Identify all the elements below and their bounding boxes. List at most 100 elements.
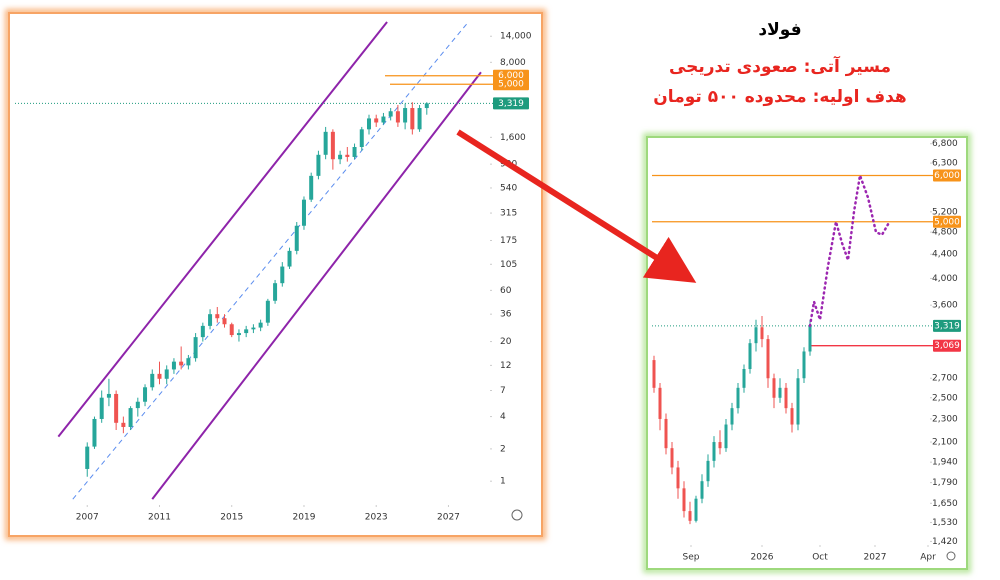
channel-line — [57, 21, 388, 438]
candle-body — [778, 387, 782, 398]
chart-left: 1247122036601051753155409001,6008,00014,… — [15, 21, 532, 523]
y-tick-label: 4,800 — [932, 228, 958, 238]
candle-body — [760, 327, 764, 340]
candle-body — [772, 378, 776, 398]
candle-body — [754, 327, 758, 344]
y-tick-label: 4,000 — [932, 274, 958, 284]
price-box — [933, 169, 961, 182]
candle-body — [236, 333, 241, 336]
candle-body — [280, 266, 285, 284]
candle-body — [700, 481, 704, 499]
candle-body — [179, 361, 184, 366]
arrow — [456, 129, 697, 283]
candle-body — [244, 329, 249, 334]
candle-body — [273, 283, 278, 301]
x-tick-label: Oct — [812, 553, 828, 563]
y-tick-label: 1,530 — [932, 518, 958, 528]
settings-icon[interactable] — [946, 551, 956, 561]
header-line: مسیر آتی: صعودی تدریجی — [669, 55, 891, 77]
candle-body — [359, 129, 364, 148]
candle-body — [143, 387, 148, 402]
candle-body — [664, 418, 668, 449]
price-label: 3,069 — [934, 341, 960, 351]
x-tick-label: Apr — [920, 553, 936, 563]
candle-body — [670, 448, 674, 468]
x-tick-label: 2027 — [864, 553, 887, 563]
candle-body — [114, 393, 119, 423]
price-box — [493, 97, 529, 110]
candle-body — [287, 250, 292, 267]
candle-body — [128, 408, 133, 427]
y-tick-label: 175 — [500, 236, 517, 246]
candle-body — [742, 369, 746, 388]
candle-body — [688, 511, 692, 521]
x-tick-label: 2011 — [148, 513, 171, 523]
candle-body — [658, 387, 662, 419]
panel-right — [646, 136, 968, 570]
y-tick-label: 2,500 — [932, 393, 958, 403]
y-tick-label: 4,400 — [932, 250, 958, 260]
candle-body — [790, 408, 794, 425]
candle-body — [85, 446, 90, 469]
candle-body — [330, 131, 335, 160]
panel-left — [8, 12, 543, 537]
candle-body — [652, 360, 656, 388]
y-tick-label: 20 — [500, 337, 512, 347]
candle-body — [724, 424, 728, 449]
candle-body — [808, 325, 812, 352]
y-tick-label: 2 — [500, 444, 506, 454]
y-tick-label: 7 — [500, 386, 506, 396]
x-tick-label: 2007 — [76, 513, 99, 523]
price-box — [933, 319, 961, 332]
y-tick-label: 540 — [500, 183, 517, 193]
candle-body — [706, 460, 710, 482]
price-label: 3,319 — [934, 321, 960, 331]
price-label: 3,319 — [498, 99, 524, 109]
candle-body — [395, 111, 400, 123]
chart-right: 6,800 6,300 5,200 4,800 4,400 4,000 3,600 2,700… — [652, 139, 961, 563]
candle-body — [193, 337, 198, 359]
y-tick-label: 1,650 — [932, 499, 958, 509]
y-tick-label: 6,800 — [932, 139, 958, 149]
x-tick-label: 2023 — [365, 513, 388, 523]
candle-body — [417, 108, 422, 130]
candle-body — [121, 422, 126, 427]
candle-body — [410, 108, 415, 130]
settings-icon[interactable] — [511, 509, 523, 521]
y-tick-label: 315 — [500, 209, 517, 219]
y-tick-label: 4 — [500, 412, 506, 422]
candle-body — [736, 387, 740, 409]
x-tick-label: 2015 — [220, 513, 243, 523]
candle-body — [424, 103, 429, 109]
candle-body — [301, 199, 306, 226]
candle-body — [323, 131, 328, 155]
candle-body — [92, 418, 97, 447]
price-label: 5,000 — [934, 217, 960, 227]
candle-body — [265, 300, 270, 323]
candle-body — [309, 175, 314, 200]
price-box — [933, 339, 961, 352]
candle-body — [682, 488, 686, 512]
candle-body — [676, 467, 680, 489]
y-tick-label: 5,200 — [932, 207, 958, 217]
y-tick-label: 1,940 — [932, 458, 958, 468]
y-tick-label: 2,300 — [932, 414, 958, 424]
x-tick-label: 2026 — [751, 553, 774, 563]
y-tick-label: 2,100 — [932, 438, 958, 448]
y-tick-label: 1,600 — [500, 133, 526, 143]
channel-line — [72, 21, 469, 500]
y-tick-label: 14,000 — [500, 32, 532, 42]
candle-body — [294, 225, 299, 251]
y-tick-label: 12 — [500, 361, 511, 371]
y-tick-label: 60 — [500, 286, 512, 296]
candle-body — [186, 358, 191, 366]
y-tick-label: 36 — [500, 310, 512, 320]
candle-body — [171, 361, 176, 370]
candle-body — [316, 154, 321, 176]
candle-body — [338, 154, 343, 160]
candle-body — [208, 314, 213, 326]
candle-body — [712, 442, 716, 461]
header-title: فولاد — [758, 20, 801, 40]
candle-body — [374, 118, 379, 123]
